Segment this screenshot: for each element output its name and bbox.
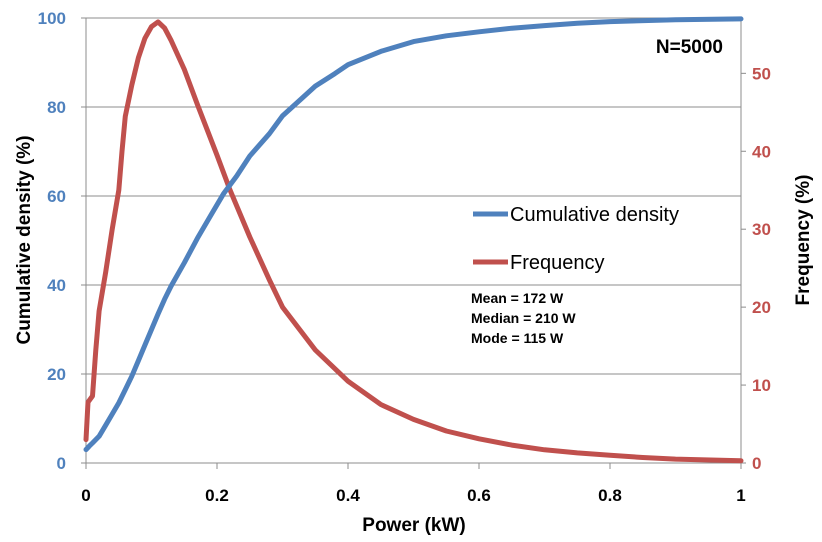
y-left-tick-label-1: 20 [47, 365, 66, 384]
x-axis-title: Power (kW) [362, 515, 465, 536]
y-right-tick-label-4: 40 [752, 142, 771, 161]
stat-mode: Mode = 115 W [471, 330, 564, 346]
stats-box: Mean = 172 W Median = 210 W Mode = 115 W [471, 290, 576, 346]
y-left-tick-label-2: 40 [47, 276, 66, 295]
stat-median: Median = 210 W [471, 310, 576, 326]
legend: Cumulative density Frequency [473, 204, 679, 274]
y-axis-left-title: Cumulative density (%) [14, 135, 35, 344]
x-tick-label-2: 0.4 [336, 486, 360, 505]
x-tick-label-0: 0 [81, 486, 90, 505]
y-right-tick-label-5: 50 [752, 64, 771, 83]
x-tick-label-5: 1 [736, 486, 745, 505]
x-tick-label-1: 0.2 [205, 486, 229, 505]
y-right-tick-label-3: 30 [752, 220, 771, 239]
grid-lines [86, 17, 741, 375]
y-right-tick-label-1: 10 [752, 376, 771, 395]
x-tick-label-4: 0.8 [598, 486, 622, 505]
y-right-tick-label-2: 20 [752, 298, 771, 317]
stat-mean: Mean = 172 W [471, 290, 564, 306]
y-right-tick-label-0: 0 [752, 454, 761, 473]
y-left-tick-label-3: 60 [47, 187, 66, 206]
series-line-frequency [83, 19, 744, 464]
axes [81, 17, 746, 469]
sample-size-label: N=5000 [656, 37, 723, 58]
series-line-cumulative-density [83, 16, 744, 453]
y-left-tick-label-5: 100 [38, 9, 66, 28]
x-tick-label-3: 0.6 [467, 486, 491, 505]
y-left-tick-label-4: 80 [47, 98, 66, 117]
legend-label-frequency: Frequency [510, 252, 605, 274]
series-layer [83, 16, 744, 464]
y-axis-right-title: Frequency (%) [793, 175, 814, 306]
y-left-tick-label-0: 0 [57, 454, 66, 473]
legend-label-cumulative: Cumulative density [510, 204, 679, 226]
